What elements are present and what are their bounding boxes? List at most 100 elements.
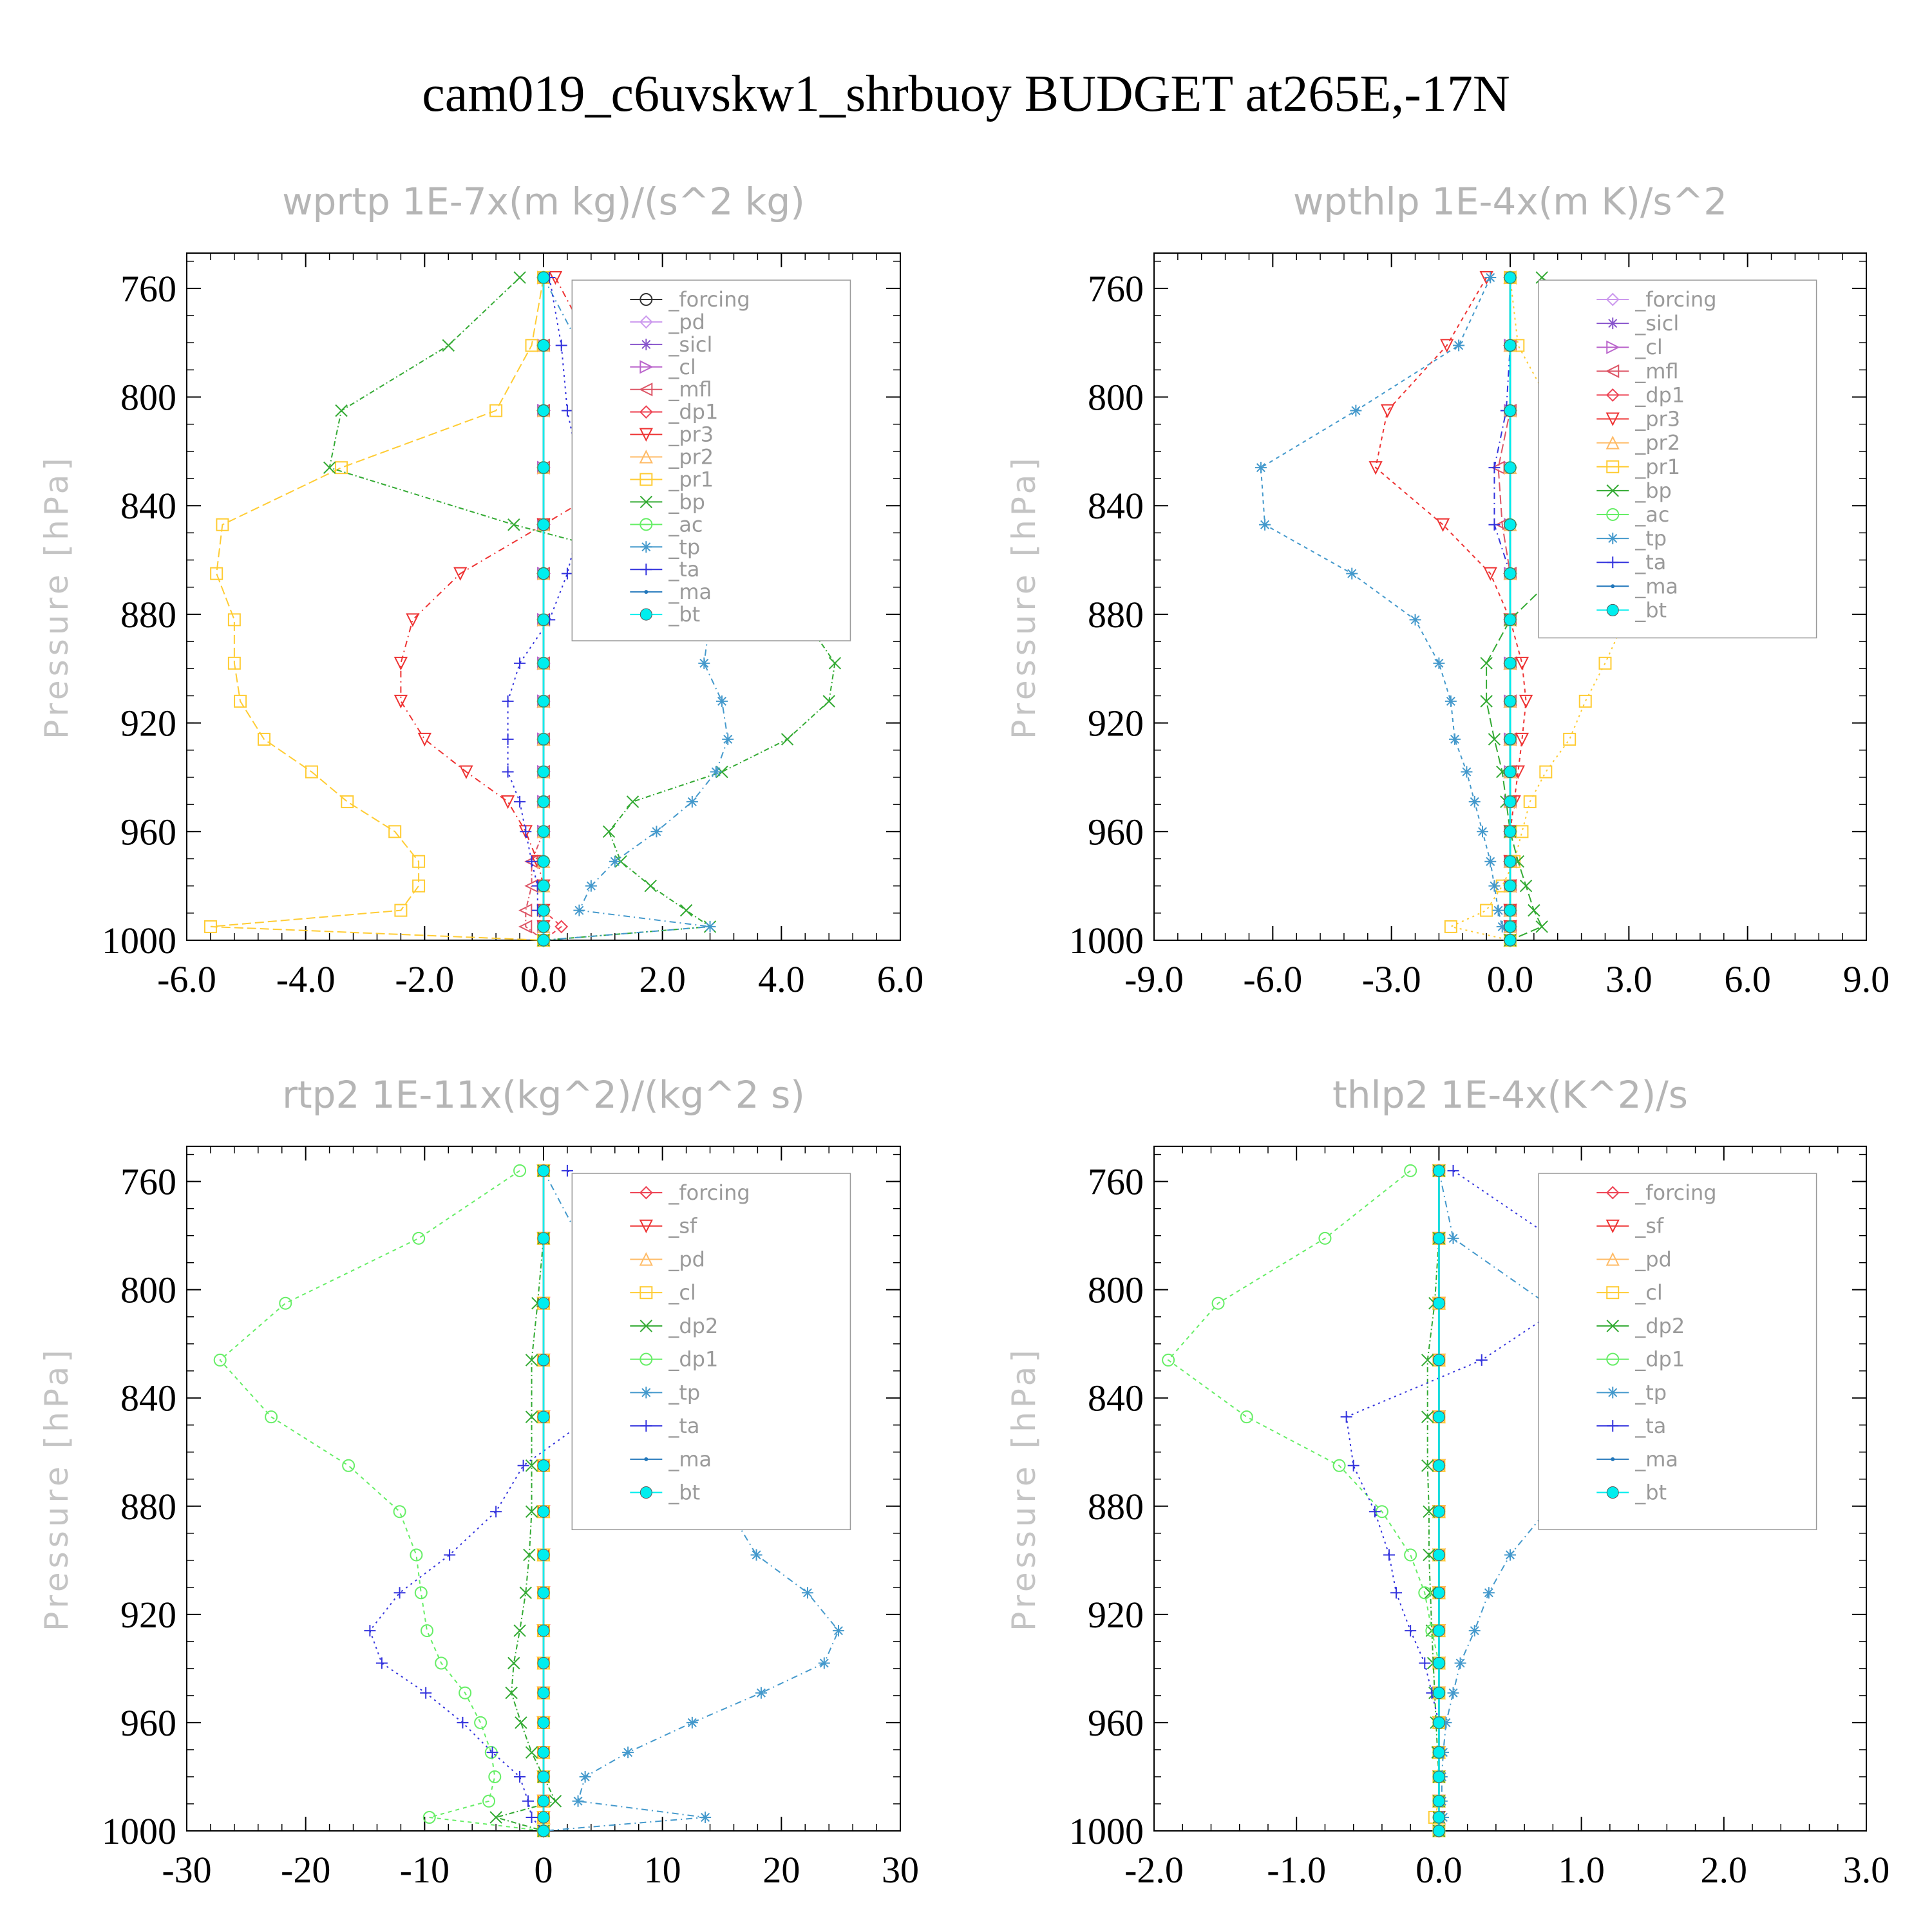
data-point <box>644 879 657 893</box>
y-tick-label: 920 <box>120 703 176 744</box>
data-point <box>537 825 550 838</box>
data-point <box>1423 1548 1435 1562</box>
x-tick-label: 0.0 <box>520 958 567 1000</box>
legend-entry: _pd <box>1596 1247 1672 1271</box>
data-point <box>1432 1459 1445 1472</box>
data-point <box>609 855 621 867</box>
data-point <box>537 1297 550 1310</box>
legend-label: _dp1 <box>1634 1347 1685 1372</box>
data-point <box>514 657 526 669</box>
y-tick-label: 880 <box>120 594 176 636</box>
legend-marker <box>1611 584 1615 589</box>
data-point <box>1404 1164 1417 1177</box>
legend-entry: _bt <box>630 602 700 627</box>
legend-entry: _pr2 <box>1596 431 1680 455</box>
data-point <box>537 1354 550 1367</box>
data-point <box>801 1587 813 1599</box>
legend-box <box>571 279 851 641</box>
data-point <box>1504 657 1517 670</box>
data-point <box>650 826 663 838</box>
legend-entry: _dp1 <box>630 1347 718 1372</box>
data-point <box>364 1625 376 1637</box>
legend-marker <box>639 450 653 464</box>
legend-marker <box>1607 1420 1619 1432</box>
data-point <box>1504 733 1517 746</box>
data-point <box>1488 880 1501 892</box>
data-point <box>305 765 318 779</box>
data-point <box>1504 461 1517 474</box>
legend-marker <box>1611 1457 1615 1461</box>
data-point <box>537 404 550 417</box>
data-point <box>412 855 426 868</box>
legend-marker <box>639 360 654 374</box>
data-point <box>1432 1746 1445 1759</box>
data-point <box>482 1794 496 1808</box>
legend-label: _pd <box>668 310 705 334</box>
legend-entry: _sicl <box>1596 311 1679 336</box>
y-tick-label: 1000 <box>102 920 176 961</box>
legend-label: _cl <box>1634 335 1662 359</box>
data-point <box>1368 1506 1381 1518</box>
data-point <box>1440 339 1454 353</box>
data-point <box>1578 694 1592 708</box>
data-point <box>1488 518 1501 531</box>
legend-marker <box>1606 1352 1620 1366</box>
legend-entry: _cl <box>630 355 696 379</box>
data-point <box>393 694 408 709</box>
legend-label: _pr2 <box>1634 431 1680 455</box>
data-point <box>622 1747 634 1759</box>
legend-marker <box>639 1286 653 1300</box>
data-point <box>537 339 550 352</box>
data-point <box>1484 855 1497 867</box>
data-point <box>1447 1687 1459 1699</box>
data-point <box>537 567 550 580</box>
data-point <box>1409 614 1421 626</box>
legend-label: _pr2 <box>668 445 714 469</box>
series-dp1 <box>1162 1164 1446 1837</box>
data-point <box>1347 1459 1359 1472</box>
legend-marker <box>1605 388 1620 402</box>
legend-marker <box>1606 1286 1620 1300</box>
data-point <box>204 920 217 933</box>
data-point <box>526 855 538 867</box>
data-point <box>335 461 348 475</box>
legend-marker <box>1606 484 1619 497</box>
data-point <box>459 1686 472 1700</box>
data-point <box>1515 732 1530 747</box>
data-point <box>412 1231 426 1245</box>
legend-entry: _ac <box>630 512 703 536</box>
data-point <box>394 904 408 917</box>
legend-entry: _cl <box>630 1280 696 1305</box>
data-point <box>453 567 468 581</box>
data-point <box>1535 920 1548 933</box>
data-point <box>1432 1297 1445 1310</box>
data-point <box>537 1586 550 1599</box>
panel-2: wpthlp 1E-4x(m K)/s^2 Pressure [hPa] -9.0 -… <box>1005 180 1889 1000</box>
data-point <box>525 1459 538 1472</box>
series-line <box>210 277 544 941</box>
data-point <box>549 1795 562 1808</box>
panels: wprtp 1E-7x(m kg)/(s^2 kg) Pressure [hPa]… <box>38 180 1889 1891</box>
y-tick-label: 760 <box>1088 268 1144 310</box>
data-point <box>1482 1587 1495 1599</box>
legend-marker <box>1605 435 1620 450</box>
data-point <box>1447 1232 1459 1244</box>
series-line <box>1345 1170 1568 1831</box>
data-point <box>1380 404 1395 418</box>
legend-label: _ta <box>1634 1414 1666 1438</box>
legend-entry: _dp2 <box>630 1314 718 1338</box>
legend-box <box>1538 279 1817 639</box>
data-point <box>227 613 241 627</box>
legend-label: _pr3 <box>1634 407 1680 431</box>
legend-marker <box>639 315 653 329</box>
data-point <box>514 795 526 808</box>
data-point <box>1453 339 1465 352</box>
data-point <box>537 1770 550 1783</box>
legend-marker <box>639 518 653 531</box>
data-point <box>828 657 842 670</box>
legend-label: _pr1 <box>1634 455 1680 479</box>
data-point <box>1504 518 1517 531</box>
series-line <box>1497 277 1511 940</box>
legend-label: _ac <box>1634 502 1669 527</box>
